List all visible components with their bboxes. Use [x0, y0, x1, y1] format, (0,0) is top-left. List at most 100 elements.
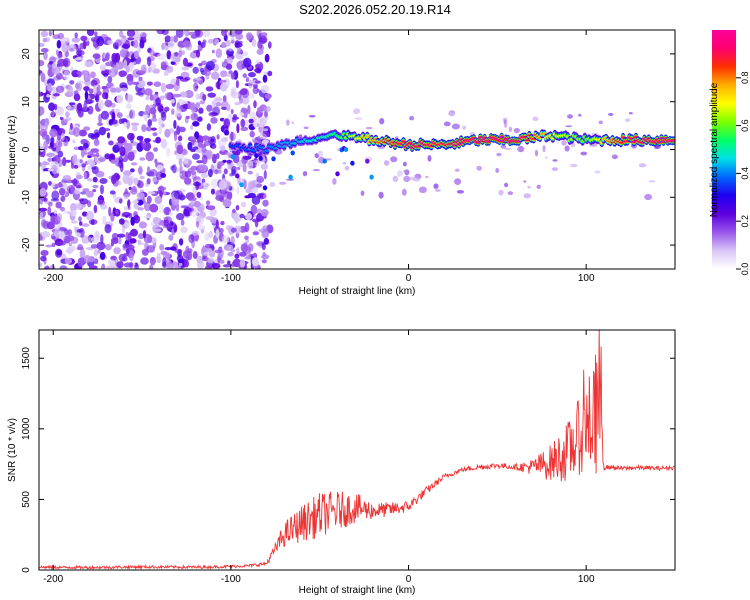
- noise-speckle: [507, 191, 514, 196]
- noise-speckle: [252, 117, 257, 122]
- ridge-blob: [262, 185, 268, 191]
- noise-speckle: [164, 92, 172, 100]
- noise-speckle: [122, 211, 131, 217]
- noise-speckle: [146, 166, 151, 173]
- noise-speckle: [608, 112, 614, 116]
- noise-speckle: [84, 71, 89, 78]
- noise-speckle: [104, 99, 113, 108]
- noise-speckle: [107, 40, 114, 45]
- noise-speckle: [93, 204, 98, 214]
- noise-speckle: [182, 250, 191, 259]
- noise-speckle: [209, 143, 213, 148]
- noise-speckle: [132, 200, 139, 204]
- noise-speckle: [648, 180, 656, 183]
- noise-speckle: [66, 185, 75, 194]
- snr-panel: -200 -100 0 100 0 500 1000 1500 Height of stra…: [7, 329, 676, 596]
- noise-speckle: [60, 195, 66, 202]
- noise-speckle: [223, 168, 228, 175]
- noise-speckle: [518, 146, 524, 153]
- noise-speckle: [62, 175, 72, 182]
- noise-speckle: [105, 62, 111, 67]
- noise-speckle: [189, 124, 194, 130]
- noise-speckle: [218, 179, 227, 190]
- noise-speckle: [260, 163, 268, 170]
- noise-speckle: [199, 100, 205, 105]
- noise-speckle: [197, 40, 202, 46]
- noise-speckle: [57, 53, 63, 59]
- noise-speckle: [170, 246, 177, 251]
- noise-speckle: [129, 238, 137, 244]
- noise-speckle: [40, 30, 49, 38]
- noise-speckle: [261, 128, 269, 132]
- noise-speckle: [178, 50, 183, 58]
- noise-speckle: [252, 160, 261, 164]
- noise-speckle: [128, 186, 132, 190]
- noise-speckle: [67, 85, 74, 96]
- noise-speckle: [97, 249, 101, 254]
- noise-speckle: [125, 231, 130, 242]
- noise-speckle: [644, 193, 652, 201]
- noise-speckle: [87, 132, 95, 139]
- noise-speckle: [61, 43, 68, 53]
- noise-speckle: [180, 71, 190, 79]
- noise-speckle: [248, 72, 256, 78]
- noise-speckle: [237, 47, 243, 55]
- noise-speckle: [169, 211, 173, 216]
- noise-speckle: [223, 118, 230, 129]
- noise-speckle: [523, 180, 527, 183]
- spectrogram-noise: [39, 30, 661, 269]
- noise-speckle: [142, 230, 147, 239]
- noise-speckle: [144, 88, 153, 96]
- noise-speckle: [96, 241, 106, 251]
- noise-speckle: [192, 251, 198, 259]
- noise-speckle: [205, 60, 215, 71]
- noise-speckle: [141, 140, 147, 149]
- noise-speckle: [40, 250, 49, 256]
- noise-speckle: [127, 151, 135, 161]
- noise-speckle: [180, 219, 185, 226]
- noise-speckle: [118, 180, 122, 186]
- noise-speckle: [165, 83, 175, 90]
- noise-speckle: [121, 225, 126, 234]
- noise-speckle: [542, 145, 546, 153]
- noise-speckle: [195, 220, 200, 228]
- noise-speckle: [39, 162, 42, 167]
- noise-speckle: [161, 112, 167, 122]
- noise-speckle: [173, 119, 177, 129]
- noise-speckle: [146, 81, 153, 86]
- noise-speckle: [92, 53, 101, 59]
- noise-speckle: [247, 104, 251, 115]
- noise-speckle: [81, 148, 85, 158]
- noise-speckle: [126, 73, 134, 82]
- noise-speckle: [56, 72, 63, 80]
- noise-speckle: [232, 116, 239, 120]
- noise-speckle: [100, 65, 107, 71]
- noise-speckle: [116, 112, 123, 118]
- noise-speckle: [75, 203, 85, 209]
- noise-speckle: [166, 65, 174, 73]
- noise-speckle: [144, 138, 151, 143]
- figure-title: S202.2026.052.20.19.R14: [299, 2, 451, 17]
- noise-speckle: [108, 140, 114, 146]
- noise-speckle: [231, 36, 235, 44]
- noise-speckle: [87, 236, 92, 244]
- noise-speckle: [87, 105, 94, 115]
- noise-speckle: [249, 165, 253, 168]
- y-tick-label: 10: [21, 96, 32, 108]
- noise-speckle: [360, 190, 365, 196]
- noise-speckle: [252, 86, 259, 95]
- noise-speckle: [243, 155, 252, 160]
- noise-speckle: [69, 122, 73, 130]
- noise-speckle: [263, 194, 267, 199]
- noise-speckle: [245, 212, 253, 221]
- noise-speckle: [81, 163, 87, 168]
- noise-speckle: [403, 175, 411, 183]
- noise-speckle: [46, 94, 50, 98]
- noise-speckle: [244, 195, 251, 199]
- noise-speckle: [138, 242, 146, 246]
- noise-speckle: [228, 70, 233, 75]
- noise-speckle: [100, 234, 104, 244]
- noise-speckle: [43, 140, 49, 149]
- noise-speckle: [48, 114, 52, 123]
- noise-speckle: [183, 209, 190, 217]
